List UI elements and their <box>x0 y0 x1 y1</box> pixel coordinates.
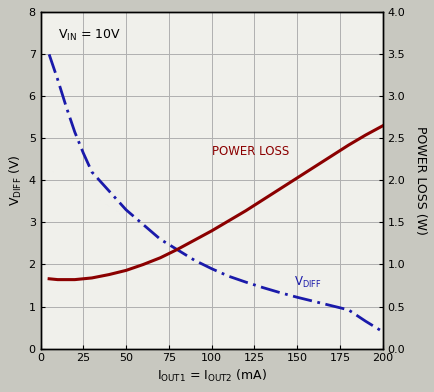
Y-axis label: V$_\mathrm{DIFF}$ (V): V$_\mathrm{DIFF}$ (V) <box>8 154 24 206</box>
Text: POWER LOSS: POWER LOSS <box>211 145 288 158</box>
Text: V$_\mathrm{DIFF}$: V$_\mathrm{DIFF}$ <box>293 274 321 290</box>
Y-axis label: POWER LOSS (W): POWER LOSS (W) <box>413 126 426 235</box>
Text: V$_\mathrm{IN}$ = 10V: V$_\mathrm{IN}$ = 10V <box>58 27 120 43</box>
X-axis label: I$_\mathrm{OUT1}$ = I$_\mathrm{OUT2}$ (mA): I$_\mathrm{OUT1}$ = I$_\mathrm{OUT2}$ (m… <box>156 368 266 384</box>
